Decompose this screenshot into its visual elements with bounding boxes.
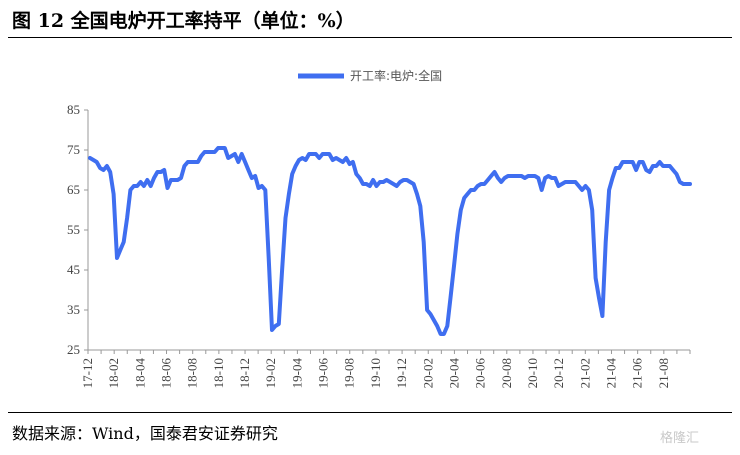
y-tick-label: 35 bbox=[67, 302, 80, 317]
x-tick-label: 17-12 bbox=[80, 358, 95, 388]
y-tick-label: 55 bbox=[67, 222, 80, 237]
x-tick-label: 18-02 bbox=[106, 358, 121, 388]
x-tick-label: 18-12 bbox=[237, 358, 252, 388]
source-divider bbox=[8, 412, 732, 413]
x-tick-label: 20-10 bbox=[525, 358, 540, 388]
legend: 开工率:电炉:全国 bbox=[298, 68, 442, 83]
figure-title: 图 12 全国电炉开工率持平（单位：%） bbox=[12, 10, 355, 32]
x-tick-label: 18-08 bbox=[185, 358, 200, 388]
line-chart: 开工率:电炉:全国 25 35 45 55 65 75 85 17-12 18-02 18-04… bbox=[67, 68, 692, 389]
x-axis: 17-12 18-02 18-04 18-06 18-08 18-10 18-12 19-02… bbox=[80, 349, 691, 389]
x-tick-label: 18-06 bbox=[159, 358, 174, 389]
legend-label: 开工率:电炉:全国 bbox=[350, 68, 442, 83]
x-tick-label: 19-12 bbox=[394, 358, 409, 388]
y-tick-label: 65 bbox=[67, 182, 80, 197]
y-tick-label: 45 bbox=[67, 262, 80, 277]
y-tick-label: 75 bbox=[67, 142, 80, 157]
x-tick-label: 21-02 bbox=[577, 358, 592, 388]
source-note: 数据来源：Wind，国泰君安证券研究 bbox=[12, 424, 278, 443]
x-tick-label: 19-06 bbox=[316, 358, 331, 389]
x-tick-label: 21-06 bbox=[630, 358, 645, 389]
x-tick-label: 18-10 bbox=[211, 358, 226, 388]
x-tick-label: 21-08 bbox=[656, 358, 671, 388]
x-tick-label: 19-10 bbox=[368, 358, 383, 388]
title-divider bbox=[8, 37, 732, 38]
x-tick-label: 20-04 bbox=[446, 358, 461, 389]
series-line bbox=[88, 146, 692, 336]
y-axis: 25 35 45 55 65 75 85 bbox=[67, 102, 89, 357]
x-tick-label: 20-08 bbox=[499, 358, 514, 388]
y-tick-label: 25 bbox=[67, 342, 80, 357]
x-tick-label: 20-12 bbox=[551, 358, 566, 388]
x-tick-label: 21-04 bbox=[603, 358, 618, 389]
series-layer bbox=[88, 146, 692, 336]
x-tick-label: 19-02 bbox=[263, 358, 278, 388]
x-tick-label: 18-04 bbox=[132, 358, 147, 389]
x-tick-label: 19-04 bbox=[289, 358, 304, 389]
watermark-logo: 格隆汇 bbox=[660, 431, 700, 446]
x-tick-label: 19-08 bbox=[342, 358, 357, 388]
y-tick-label: 85 bbox=[67, 102, 80, 117]
x-tick-label: 20-02 bbox=[420, 358, 435, 388]
x-tick-label: 20-06 bbox=[473, 358, 488, 389]
